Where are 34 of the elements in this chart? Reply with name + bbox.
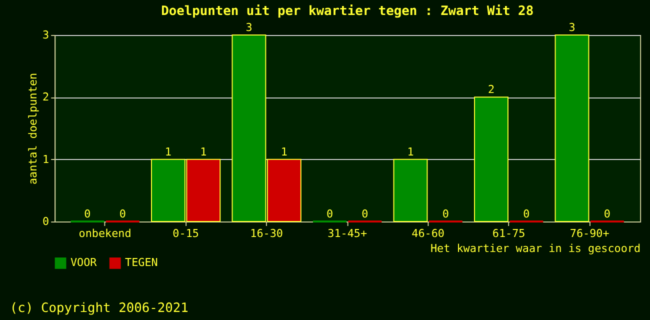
x-tick-label: 76-90+ [570, 226, 610, 240]
legend-label: VOOR [70, 256, 98, 270]
chart-title: Doelpunten uit per kwartier tegen : Zwart Wit 28 [161, 4, 534, 20]
x-tick-label: 46-60 [412, 226, 445, 240]
data-label: 0 [84, 208, 91, 221]
data-label: 1 [407, 145, 414, 158]
data-label: 0 [523, 208, 530, 221]
y-tick-label: 0 [42, 215, 50, 228]
data-label: 0 [604, 208, 610, 221]
x-tick-label: 31-45+ [328, 226, 368, 240]
bar [474, 96, 508, 222]
legend-label: TEGEN [125, 256, 158, 270]
data-label: 0 [119, 208, 126, 221]
x-axis-title: Het kwartier waar in is gescoord [430, 242, 641, 255]
x-tick-label: 0-15 [172, 226, 199, 240]
data-label: 0 [442, 208, 449, 221]
y-tick-label: 2 [42, 90, 50, 104]
x-tick-label: onbekend [78, 226, 132, 240]
data-label: 0 [362, 208, 368, 221]
bar [554, 34, 590, 222]
y-axis-title: aantal doelpunten [26, 72, 40, 185]
data-label: 2 [488, 83, 495, 96]
data-label: 0 [326, 208, 334, 221]
y-tick-label: 3 [42, 28, 50, 42]
x-tick-label: 61-75 [492, 226, 526, 240]
data-label: 1 [164, 145, 172, 158]
data-label: 1 [200, 145, 207, 158]
x-tick-label: 16-30 [250, 226, 283, 240]
y-tick-label: 1 [42, 152, 50, 166]
bar [393, 158, 428, 222]
data-label: 3 [246, 20, 252, 34]
data-label: 1 [280, 145, 288, 158]
text: (c) Copyright 2006-2021 [10, 300, 188, 316]
data-label: 3 [568, 20, 576, 34]
